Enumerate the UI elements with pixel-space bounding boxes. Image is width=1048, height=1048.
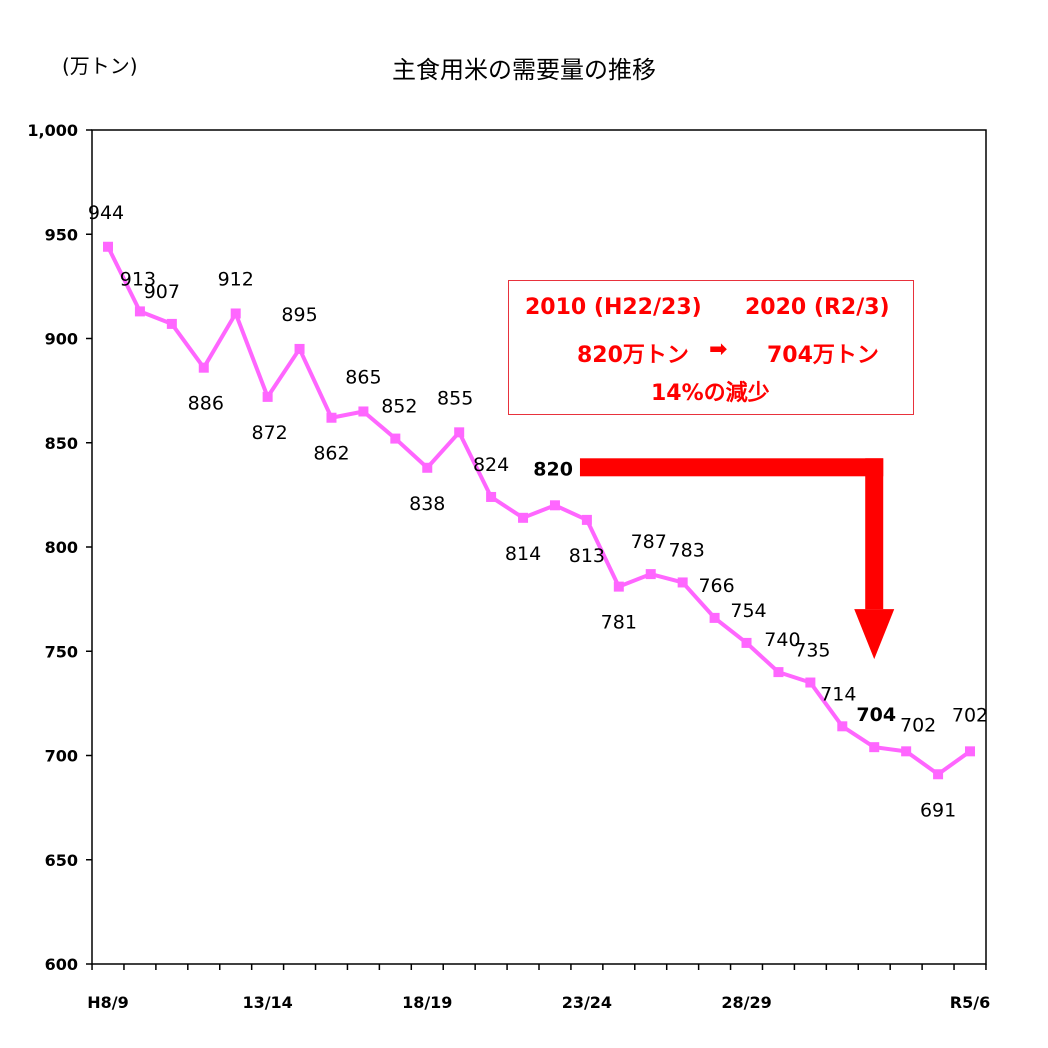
x-tick-label: H8/9 (87, 993, 129, 1012)
data-point (294, 343, 305, 354)
data-point (134, 306, 145, 317)
data-label: 852 (381, 396, 417, 418)
y-axis-unit-label: (万トン) (62, 54, 138, 78)
data-label: 787 (631, 531, 667, 553)
x-tick-label: 13/14 (242, 993, 292, 1012)
y-tick-label: 650 (45, 851, 78, 870)
x-axis-ticks: H8/9 13/14 18/19 23/24 28/29 R5/6 (87, 964, 990, 1012)
data-label: 862 (313, 443, 349, 465)
data-point (613, 581, 624, 592)
data-point (422, 462, 433, 473)
annotation-2020-value: 704万トン (767, 343, 879, 368)
data-label: 872 (251, 422, 287, 444)
annotation-box: 2010 (H22/23) 2020 (R2/3) 820万トン ➡ 704万ト… (508, 280, 914, 415)
y-tick-label: 1,000 (27, 121, 78, 140)
decrease-arrow: 820 (533, 458, 895, 660)
data-label: 912 (218, 268, 254, 290)
y-tick-label: 750 (45, 642, 78, 661)
data-point (773, 667, 784, 678)
data-point (166, 318, 177, 329)
data-point (390, 433, 401, 444)
annotation-decrease-rate: 14%の減少 (651, 381, 770, 406)
arrow-horizontal-bar (579, 458, 884, 477)
x-tick-label: R5/6 (950, 993, 990, 1012)
right-arrow-icon: ➡ (709, 337, 728, 362)
annotation-2010-label: 2010 (H22/23) (525, 295, 702, 320)
data-point (837, 721, 848, 732)
data-point (805, 677, 816, 688)
data-point (645, 569, 656, 580)
data-point (549, 500, 560, 511)
y-tick-label: 600 (45, 955, 78, 974)
highlight-start-label: 820 (533, 458, 573, 480)
data-label: 766 (698, 575, 734, 597)
data-point (454, 427, 465, 438)
data-label: 886 (188, 393, 224, 415)
data-label: 907 (144, 281, 180, 303)
data-point (869, 742, 880, 753)
data-label: 814 (505, 543, 541, 565)
data-point (262, 391, 273, 402)
data-point (741, 637, 752, 648)
data-label: 691 (920, 799, 956, 821)
data-point (581, 514, 592, 525)
data-point (518, 512, 529, 523)
data-label: 913 (120, 268, 156, 290)
data-label: 895 (281, 304, 317, 326)
y-tick-label: 800 (45, 538, 78, 557)
y-tick-label: 850 (45, 434, 78, 453)
data-label: 855 (437, 387, 473, 409)
data-label: 714 (820, 683, 856, 705)
data-label: 865 (345, 366, 381, 388)
series-line (106, 245, 972, 777)
annotation-2020-label: 2020 (R2/3) (745, 295, 890, 320)
y-tick-label: 700 (45, 747, 78, 766)
data-point (965, 746, 975, 757)
data-label: 838 (409, 493, 445, 515)
annotation-2010-value: 820万トン (577, 343, 689, 368)
x-tick-label: 18/19 (402, 993, 452, 1012)
data-label: 781 (601, 612, 637, 634)
chart-title: 主食用米の需要量の推移 (392, 56, 656, 84)
arrow-vertical-bar (865, 458, 884, 610)
y-tick-label: 950 (45, 225, 78, 244)
data-label: 704 (856, 704, 896, 726)
data-point (677, 577, 688, 588)
data-series (103, 241, 975, 780)
data-label: 824 (473, 454, 509, 476)
data-point (198, 362, 209, 373)
data-point (230, 308, 241, 319)
data-label: 735 (794, 640, 830, 662)
data-label: 702 (900, 714, 936, 736)
data-point (103, 241, 113, 252)
data-label: 740 (764, 629, 800, 651)
data-label: 783 (669, 539, 705, 561)
x-tick-label: 28/29 (721, 993, 771, 1012)
arrow-head (854, 609, 895, 660)
data-point (933, 769, 944, 780)
data-point (709, 612, 720, 623)
data-label: 702 (952, 704, 988, 726)
y-axis-ticks: 600 650 700 750 800 850 900 950 1,000 (27, 121, 92, 974)
y-tick-label: 900 (45, 330, 78, 349)
data-point (358, 406, 369, 417)
x-tick-label: 23/24 (562, 993, 612, 1012)
data-point (901, 746, 912, 757)
data-label: 944 (88, 202, 124, 224)
data-label: 754 (730, 600, 766, 622)
data-label: 813 (569, 545, 605, 567)
data-point (486, 491, 497, 502)
data-point (326, 412, 337, 423)
